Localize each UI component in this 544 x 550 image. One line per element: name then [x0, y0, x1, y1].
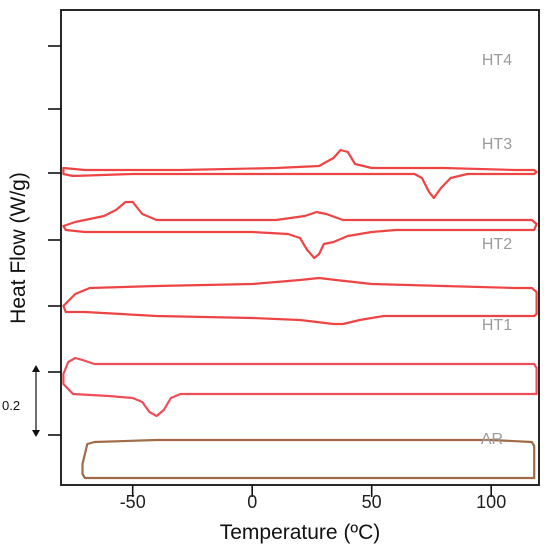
x-tick-label--50: -50	[120, 492, 146, 512]
x-axis-title: Temperature (ºC)	[220, 521, 381, 544]
series-line-ht3	[62, 200, 538, 260]
series-line-ht4	[62, 148, 538, 200]
x-tick-label-0: 0	[247, 492, 257, 512]
x-axis-ticks	[131, 485, 493, 497]
series-label-ar: AR	[481, 431, 503, 448]
series-line-ht1	[62, 356, 538, 418]
series-line-ar	[81, 438, 536, 480]
scale-bar: 0.2	[2, 365, 40, 437]
series-label-ht1: HT1	[482, 317, 512, 334]
series-label-ht2: HT2	[482, 236, 512, 253]
series-labels: HT4 HT3 HT2 HT1 AR	[481, 52, 512, 448]
series-line-ht2	[62, 276, 538, 326]
y-axis-title: Heat Flow (W/g)	[7, 172, 30, 324]
scale-bar-bottom-arrow	[32, 430, 40, 437]
series-label-ht3: HT3	[482, 136, 512, 153]
x-tick-label-50: 50	[362, 492, 382, 512]
series-layer	[62, 148, 538, 480]
y-axis-ticks	[48, 45, 61, 436]
plot-area-frame	[60, 9, 540, 486]
x-axis-tick-labels: -50 0 50 100	[120, 492, 507, 512]
series-label-ht4: HT4	[482, 52, 512, 69]
scale-bar-top-arrow	[32, 365, 40, 372]
x-tick-label-100: 100	[476, 492, 506, 512]
scale-bar-label: 0.2	[2, 398, 20, 413]
